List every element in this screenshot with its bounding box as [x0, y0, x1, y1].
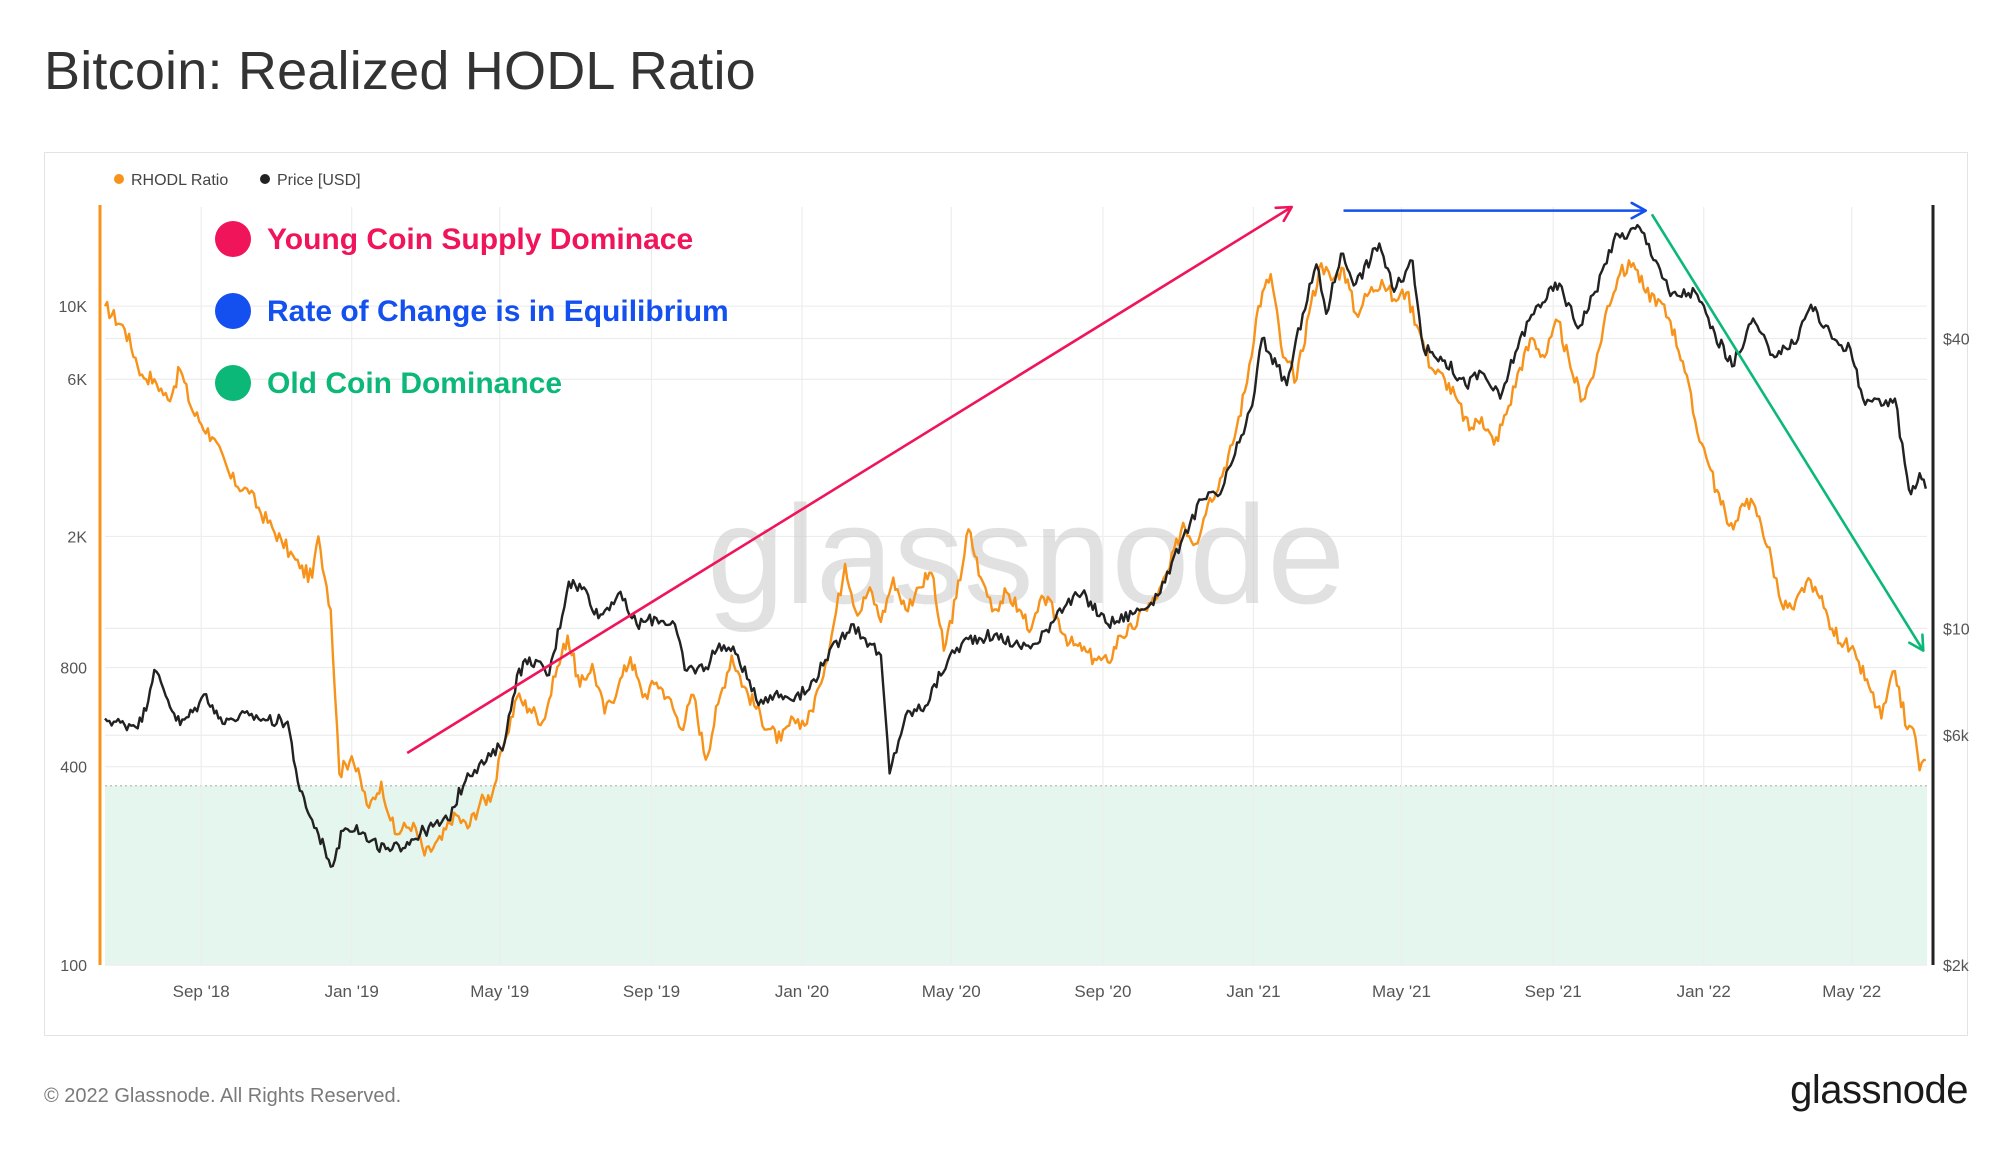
y-right-tick-label: $40k	[1943, 331, 1969, 348]
legend-layer: RHODL Ratio Price [USD]	[114, 172, 361, 189]
x-tick-label: Jan '21	[1226, 982, 1280, 1001]
legend-dot	[260, 174, 270, 184]
annotations-layer: Young Coin Supply Dominace Rate of Change…	[215, 221, 729, 401]
rhodl-chart: glassnode 100 400 800 2K 6K 10K $2k $6k $10k $40k…	[59, 172, 1979, 1001]
copyright-text: © 2022 Glassnode. All Rights Reserved.	[44, 1085, 402, 1107]
x-tick-label: Jan '19	[325, 982, 379, 1001]
legend-label: RHODL Ratio	[131, 172, 228, 189]
x-tick-label: May '19	[470, 982, 529, 1001]
y-left-tick-label: 100	[60, 958, 87, 975]
glassnode-logo: glassnode	[1790, 1068, 1968, 1112]
chart-card: glassnode 100 400 800 2K 6K 10K $2k $6k $10k $40k…	[44, 152, 1979, 1036]
trend-arrow-line	[406, 205, 1293, 755]
legend-dot	[114, 174, 124, 184]
trend-arrow-head	[1274, 205, 1294, 223]
x-tick-label: May '22	[1822, 982, 1881, 1001]
watermark-layer: glassnode	[707, 476, 1345, 633]
x-tick-label: Sep '20	[1074, 982, 1131, 1001]
annotation-dot	[215, 365, 251, 401]
annotation-label: Rate of Change is in Equilibrium	[267, 295, 729, 328]
y-left-tick-label: 400	[60, 760, 87, 777]
x-tick-label: Jan '20	[775, 982, 829, 1001]
y-left-tick-label: 2K	[67, 529, 87, 546]
legend-label: Price [USD]	[277, 172, 361, 189]
old-coin-band	[105, 785, 1927, 965]
series-layer	[103, 223, 1927, 868]
annotation-dot	[215, 221, 251, 257]
trend-arrow-head	[1630, 201, 1648, 220]
y-right-tick-label: $2k	[1943, 958, 1969, 975]
trend-arrow-line	[1650, 213, 1925, 652]
x-tick-label: Sep '19	[623, 982, 680, 1001]
axes-layer: 100 400 800 2K 6K 10K $2k $6k $10k $40k Sep '18 Jan…	[59, 205, 1979, 1001]
x-tick-label: May '20	[922, 982, 981, 1001]
y-left-tick-label: 800	[60, 661, 87, 678]
page-title: Bitcoin: Realized HODL Ratio	[44, 41, 756, 101]
y-right-tick-label: $6k	[1943, 728, 1969, 745]
y-left-tick-label: 6K	[67, 372, 87, 389]
grid-layer	[105, 207, 1927, 966]
x-tick-label: Jan '22	[1677, 982, 1731, 1001]
y-right-tick-label: $10k	[1943, 621, 1969, 638]
x-tick-label: Sep '21	[1525, 982, 1582, 1001]
green-band-layer	[105, 785, 1927, 965]
annotation-label: Young Coin Supply Dominace	[267, 223, 693, 256]
watermark: glassnode	[707, 476, 1345, 633]
price-usd-line	[104, 223, 1927, 868]
annotation-label: Old Coin Dominance	[267, 367, 562, 400]
trend-arrow-head	[1908, 633, 1925, 652]
arrows-layer	[406, 201, 1925, 755]
x-tick-label: May '21	[1372, 982, 1431, 1001]
x-tick-label: Sep '18	[173, 982, 230, 1001]
annotation-dot	[215, 293, 251, 329]
y-left-tick-label: 10K	[59, 299, 88, 316]
